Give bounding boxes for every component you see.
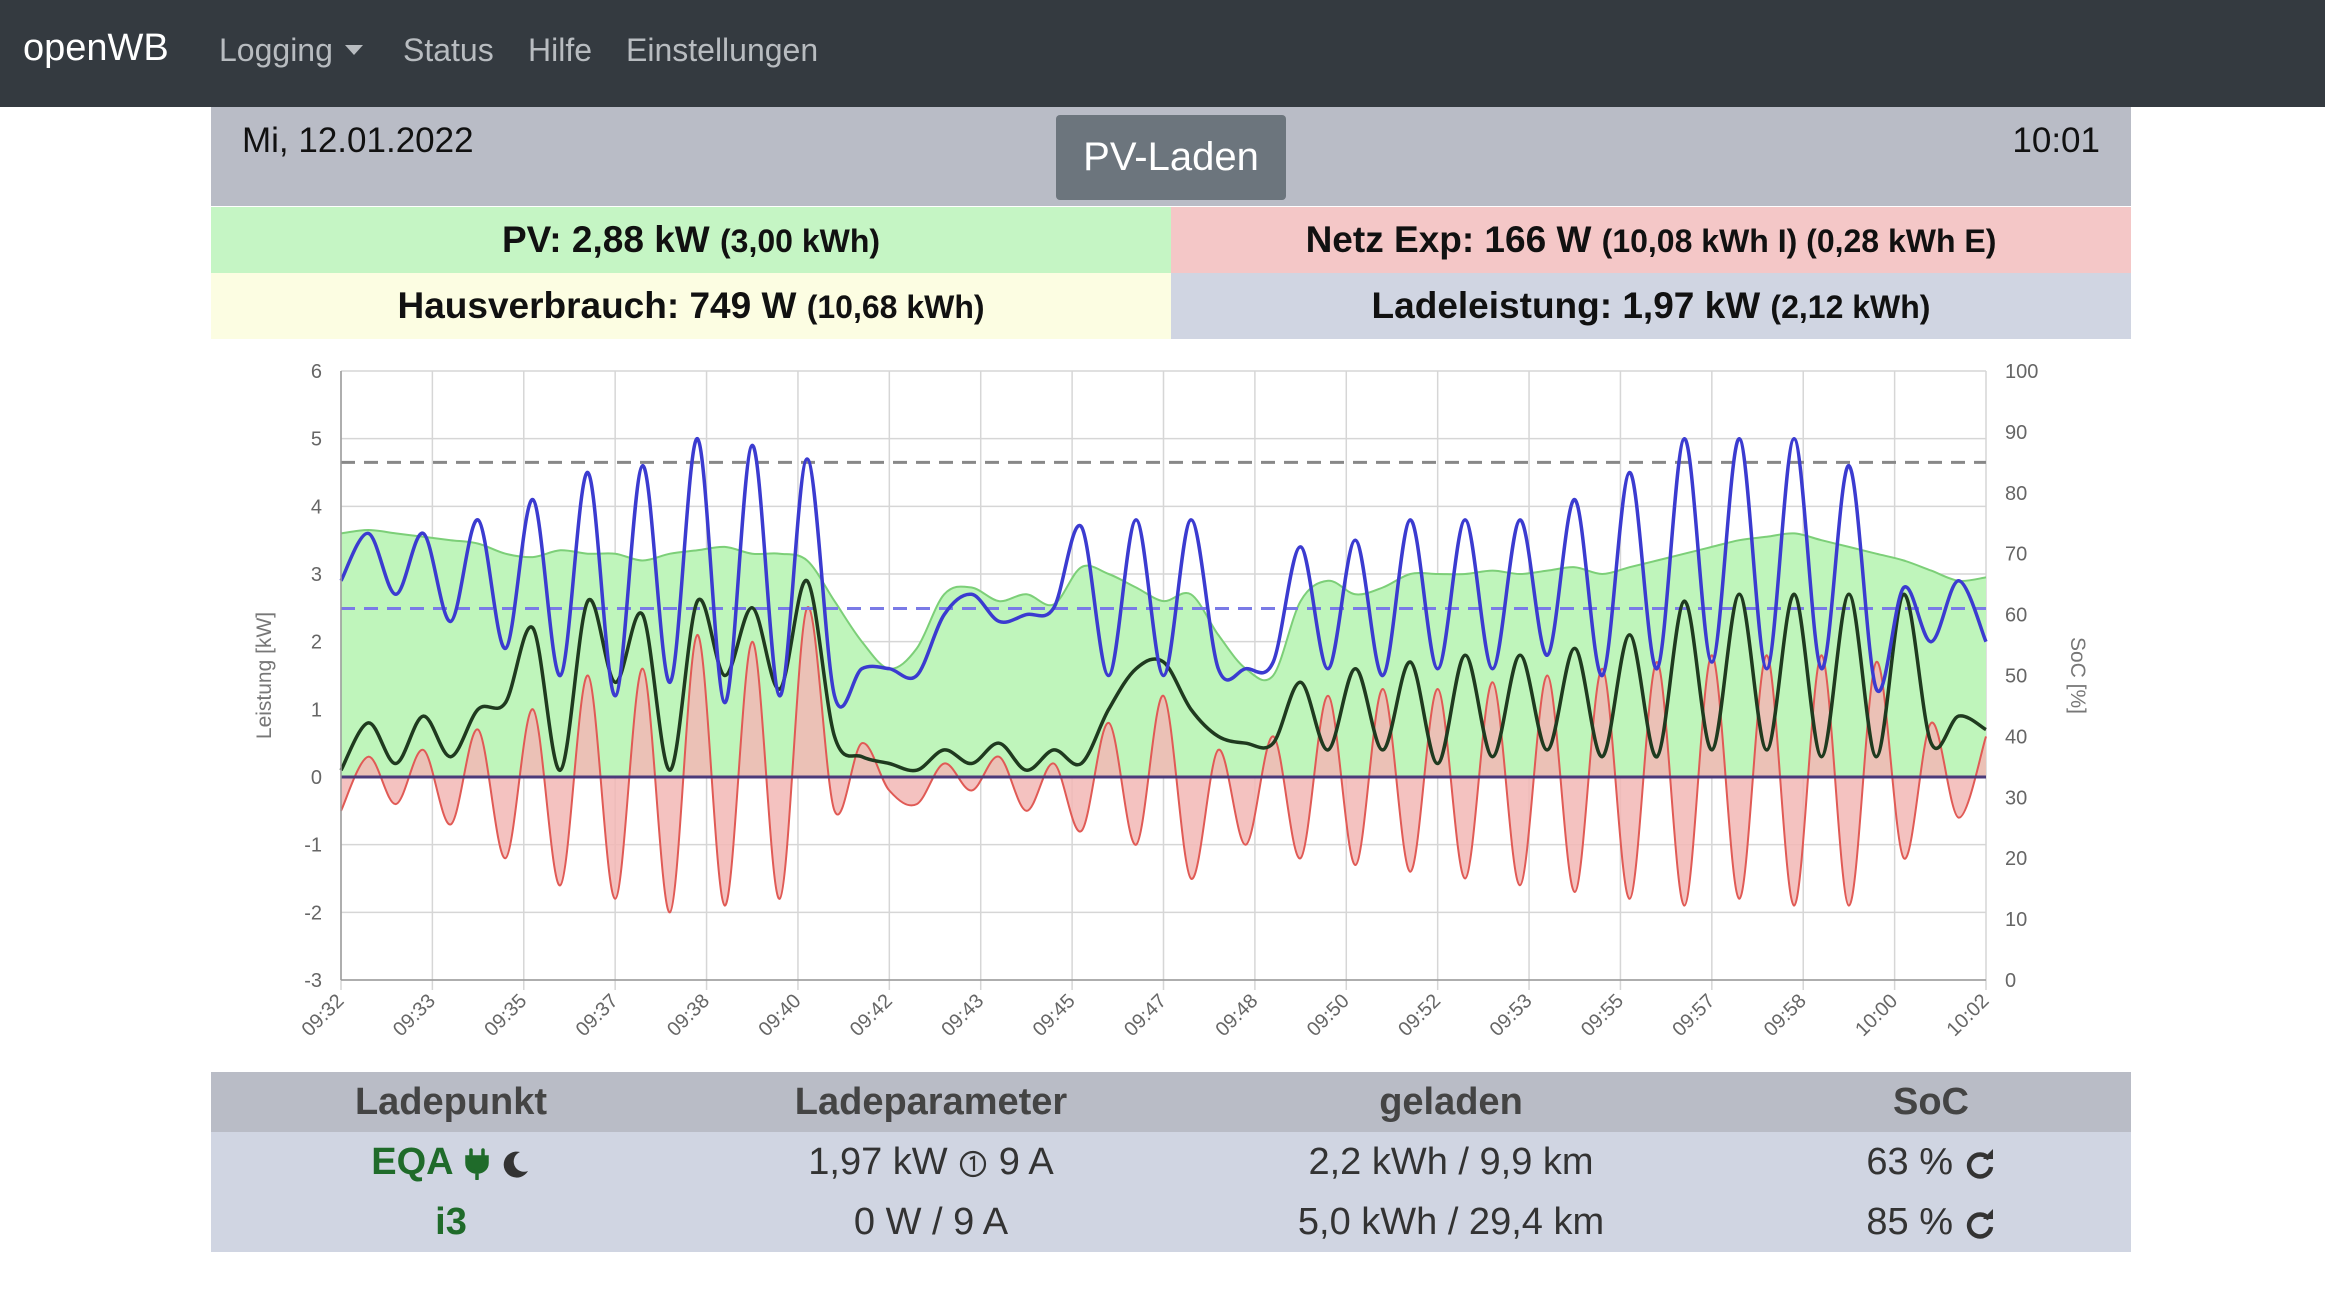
x-tick-label: 09:57: [1668, 990, 1719, 1041]
pv-energy: (3,00 kWh): [719, 223, 881, 259]
x-tick-label: 09:53: [1486, 990, 1537, 1041]
house-power: Hausverbrauch: 749 W: [397, 285, 797, 326]
x-tick-label: 09:40: [755, 990, 806, 1041]
soc-cell: 63 %: [1731, 1132, 2131, 1192]
x-tick-label: 09:43: [937, 990, 988, 1041]
charge-energy: (2,12 kWh): [1770, 289, 1931, 325]
x-tick-label: 09:35: [480, 990, 531, 1041]
y2-axis-title: SoC [%]: [2066, 637, 2089, 714]
plug-icon: [465, 1148, 489, 1180]
y-tick-label: 1: [311, 699, 322, 721]
x-tick-label: 10:02: [1943, 990, 1994, 1041]
y2-tick-label: 90: [2005, 422, 2027, 444]
charged-cell: 5,0 kWh / 29,4 km: [1297, 1201, 1605, 1243]
moon-icon: [503, 1151, 528, 1178]
y-tick-label: 4: [311, 496, 322, 518]
x-tick-label: 09:38: [663, 990, 714, 1041]
y2-tick-label: 80: [2005, 483, 2027, 505]
house-line: [339, 579, 1987, 773]
charge-param-power: 1,97 kW: [808, 1141, 948, 1183]
house-energy: (10,68 kWh): [806, 289, 985, 325]
x-tick-label: 09:33: [389, 990, 440, 1041]
table-header: Ladepunkt Ladeparameter geladen SoC: [211, 1072, 2131, 1132]
power-chart: 6543210-1-2-3100908070605040302010009:32…: [253, 361, 2089, 1041]
time-display: 10:01: [2012, 121, 2100, 160]
nav-logging-label: Logging: [219, 32, 333, 68]
col-ladeparameter: Ladeparameter: [794, 1081, 1068, 1123]
y2-tick-label: 40: [2005, 726, 2027, 748]
y-axis-title: Leistung [kW]: [253, 612, 276, 739]
x-tick-label: 09:48: [1211, 990, 1262, 1041]
y2-tick-label: 50: [2005, 666, 2027, 688]
soc-value: 85 %: [1866, 1201, 1954, 1243]
x-tick-label: 09:32: [298, 990, 349, 1041]
x-tick-label: 09:55: [1577, 990, 1628, 1041]
soc-value: 63 %: [1866, 1141, 1954, 1183]
y2-tick-label: 20: [2005, 848, 2027, 870]
charge-param-current: 9 A: [998, 1141, 1054, 1183]
y2-tick-label: 100: [2005, 361, 2038, 383]
charge-mode-button[interactable]: PV-Laden: [1056, 115, 1286, 200]
charge-param-cell: 1,97 kW 9 A: [691, 1132, 1171, 1192]
phase-one-icon: [960, 1150, 987, 1178]
pv-power: PV: 2,88 kW: [501, 219, 710, 260]
chargepoint-cell: i3: [211, 1192, 691, 1252]
date-display: Mi, 12.01.2022: [242, 121, 474, 160]
status-header: Mi, 12.01.2022 PV-Laden 10:01: [211, 107, 2131, 206]
pv-summary: PV: 2,88 kW (3,00 kWh): [211, 207, 1171, 273]
y2-tick-label: 0: [2005, 970, 2016, 992]
col-soc: SoC: [1893, 1081, 1969, 1123]
grid-line: [340, 606, 1987, 914]
chargepoint-name[interactable]: i3: [435, 1201, 467, 1243]
y2-tick-label: 70: [2005, 544, 2027, 566]
pv-line: [340, 528, 1987, 682]
y2-tick-label: 30: [2005, 787, 2027, 809]
navbar: openWB Logging Status Hilfe Einstellunge…: [0, 0, 2325, 107]
charge-summary: Ladeleistung: 1,97 kW (2,12 kWh): [1171, 273, 2131, 339]
y-tick-label: -1: [304, 835, 322, 857]
nav-logging-dropdown[interactable]: Logging: [219, 32, 363, 69]
y-tick-label: -3: [304, 970, 322, 992]
caret-down-icon: [344, 45, 363, 55]
x-tick-label: 09:45: [1029, 990, 1080, 1041]
x-tick-label: 10:00: [1851, 990, 1902, 1041]
y-tick-label: -2: [304, 902, 322, 924]
x-tick-label: 09:47: [1120, 990, 1171, 1041]
chargepoint-name[interactable]: EQA: [371, 1141, 454, 1183]
y-tick-label: 6: [311, 361, 322, 383]
x-tick-label: 09:50: [1303, 990, 1354, 1041]
grid-energy: (10,08 kWh I) (0,28 kWh E): [1601, 223, 1997, 259]
charged-cell: 2,2 kWh / 9,9 km: [1308, 1141, 1594, 1183]
x-tick-label: 09:42: [846, 990, 897, 1041]
grid-area: [341, 607, 1986, 913]
y-tick-label: 3: [311, 564, 322, 586]
chargepoint-cell: EQA: [211, 1132, 691, 1192]
charge-param-cell: 0 W / 9 A: [853, 1201, 1009, 1243]
y-tick-label: 5: [311, 429, 322, 451]
charge-line: [339, 436, 1988, 709]
soc-cell: 85 %: [1731, 1192, 2131, 1252]
y-tick-label: 2: [311, 632, 322, 654]
x-tick-label: 09:52: [1394, 990, 1445, 1041]
x-tick-label: 09:58: [1760, 990, 1811, 1041]
nav-hilfe[interactable]: Hilfe: [528, 32, 593, 68]
refresh-icon[interactable]: [1964, 1148, 1996, 1180]
x-tick-label: 09:37: [572, 990, 623, 1041]
charge-power: Ladeleistung: 1,97 kW: [1371, 285, 1761, 326]
y2-tick-label: 60: [2005, 605, 2027, 627]
grid-power: Netz Exp: 166 W: [1305, 219, 1592, 260]
grid-summary: Netz Exp: 166 W (10,08 kWh I) (0,28 kWh …: [1171, 207, 2131, 273]
charge-points-table: Ladepunkt Ladeparameter geladen SoC EQA …: [211, 1072, 2131, 1252]
nav-status[interactable]: Status: [403, 32, 494, 68]
y2-tick-label: 10: [2005, 909, 2027, 931]
col-geladen: geladen: [1379, 1081, 1523, 1123]
col-ladepunkt: Ladepunkt: [354, 1081, 548, 1123]
refresh-icon[interactable]: [1964, 1208, 1996, 1240]
house-summary: Hausverbrauch: 749 W (10,68 kWh): [211, 273, 1171, 339]
table-row[interactable]: i3 0 W / 9 A 5,0 kWh / 29,4 km 85 %: [211, 1192, 2131, 1252]
y-tick-label: 0: [311, 767, 322, 789]
brand-logo[interactable]: openWB: [23, 27, 169, 69]
nav-einstellungen[interactable]: Einstellungen: [626, 32, 819, 68]
table-row[interactable]: EQA 1,97 kW 9 A 2,2 kWh / 9,9 km 63 %: [211, 1132, 2131, 1192]
